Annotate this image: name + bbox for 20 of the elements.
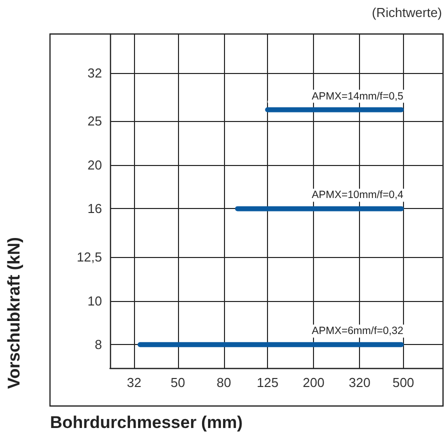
series-label: APMX=6mm/f=0,32	[312, 325, 404, 338]
x-tick-label: 320	[348, 375, 370, 390]
y-tick-label: 32	[88, 65, 102, 80]
x-tick-label: 32	[126, 375, 142, 390]
x-tick-label: 200	[302, 375, 324, 390]
series-label: APMX=14mm/f=0,5	[312, 90, 404, 102]
y-tick-label: 10	[88, 293, 102, 308]
y-tick-label: 20	[88, 157, 102, 172]
x-tick-label: 125	[256, 375, 278, 390]
y-tick-label: 25	[88, 114, 102, 129]
y-tick-label: 8	[94, 337, 102, 352]
x-tick-label: 50	[170, 375, 186, 390]
series-label: APMX=10mm/f=0,4	[312, 189, 404, 202]
y-tick-label: 16	[88, 201, 102, 216]
x-tick-label: 80	[216, 375, 232, 390]
x-axis-title: Bohrdurchmesser (mm)	[50, 413, 243, 432]
y-axis-title: Vorschubkraft (kN)	[4, 237, 24, 389]
y-tick-label: 12,5	[76, 250, 102, 265]
x-tick-label: 500	[392, 375, 414, 390]
chart-subtitle: (Richtwerte)	[372, 5, 442, 20]
